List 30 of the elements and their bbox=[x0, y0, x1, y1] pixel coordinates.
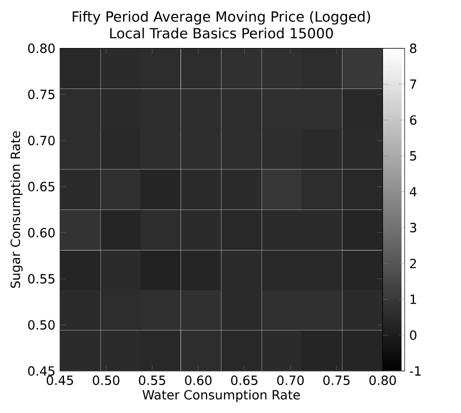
color-bar-label: 7 bbox=[410, 80, 416, 89]
y-tick-label: 0.50 bbox=[28, 320, 55, 330]
color-bar-label: 6 bbox=[410, 115, 416, 125]
x-tick-label: 0.55 bbox=[138, 375, 166, 386]
color-bar-label: 5 bbox=[410, 151, 416, 161]
x-tick-label: 0.60 bbox=[185, 375, 212, 386]
x-tick-label: 0.80 bbox=[369, 375, 396, 386]
color-bar-label: -1 bbox=[410, 366, 421, 376]
y-tick-label: 0.70 bbox=[28, 136, 55, 146]
x-tick-label: 0.50 bbox=[92, 375, 120, 386]
x-tick-label: 0.75 bbox=[323, 375, 350, 386]
x-tick-label: 0.45 bbox=[46, 375, 74, 386]
color-bar-label: 1 bbox=[410, 294, 416, 304]
x-axis-title: Water Consumption Rate bbox=[142, 390, 300, 402]
color-bar-label: 0 bbox=[410, 330, 416, 340]
y-tick-label: 0.80 bbox=[28, 44, 55, 54]
y-tick-label: 0.55 bbox=[28, 274, 54, 284]
color-bar-label: 2 bbox=[410, 258, 416, 268]
chart-title: Fifty Period Average Moving Price (Logged) bbox=[72, 11, 370, 25]
color-bar-label: 3 bbox=[410, 222, 416, 232]
x-tick-label: 0.70 bbox=[277, 375, 304, 386]
y-tick-label: 0.45 bbox=[28, 366, 54, 376]
color-bar-label: 4 bbox=[410, 187, 417, 196]
y-tick-label: 0.60 bbox=[28, 228, 55, 238]
y-tick-label: 0.75 bbox=[28, 90, 54, 100]
x-tick-label: 0.65 bbox=[231, 375, 258, 386]
y-tick-label: 0.65 bbox=[28, 182, 54, 192]
chart-subtitle: Local Trade Basics Period 15000 bbox=[110, 28, 333, 38]
y-axis-title: Sugar Consumption Rate bbox=[10, 131, 23, 288]
color-bar-label: 8 bbox=[410, 44, 416, 54]
